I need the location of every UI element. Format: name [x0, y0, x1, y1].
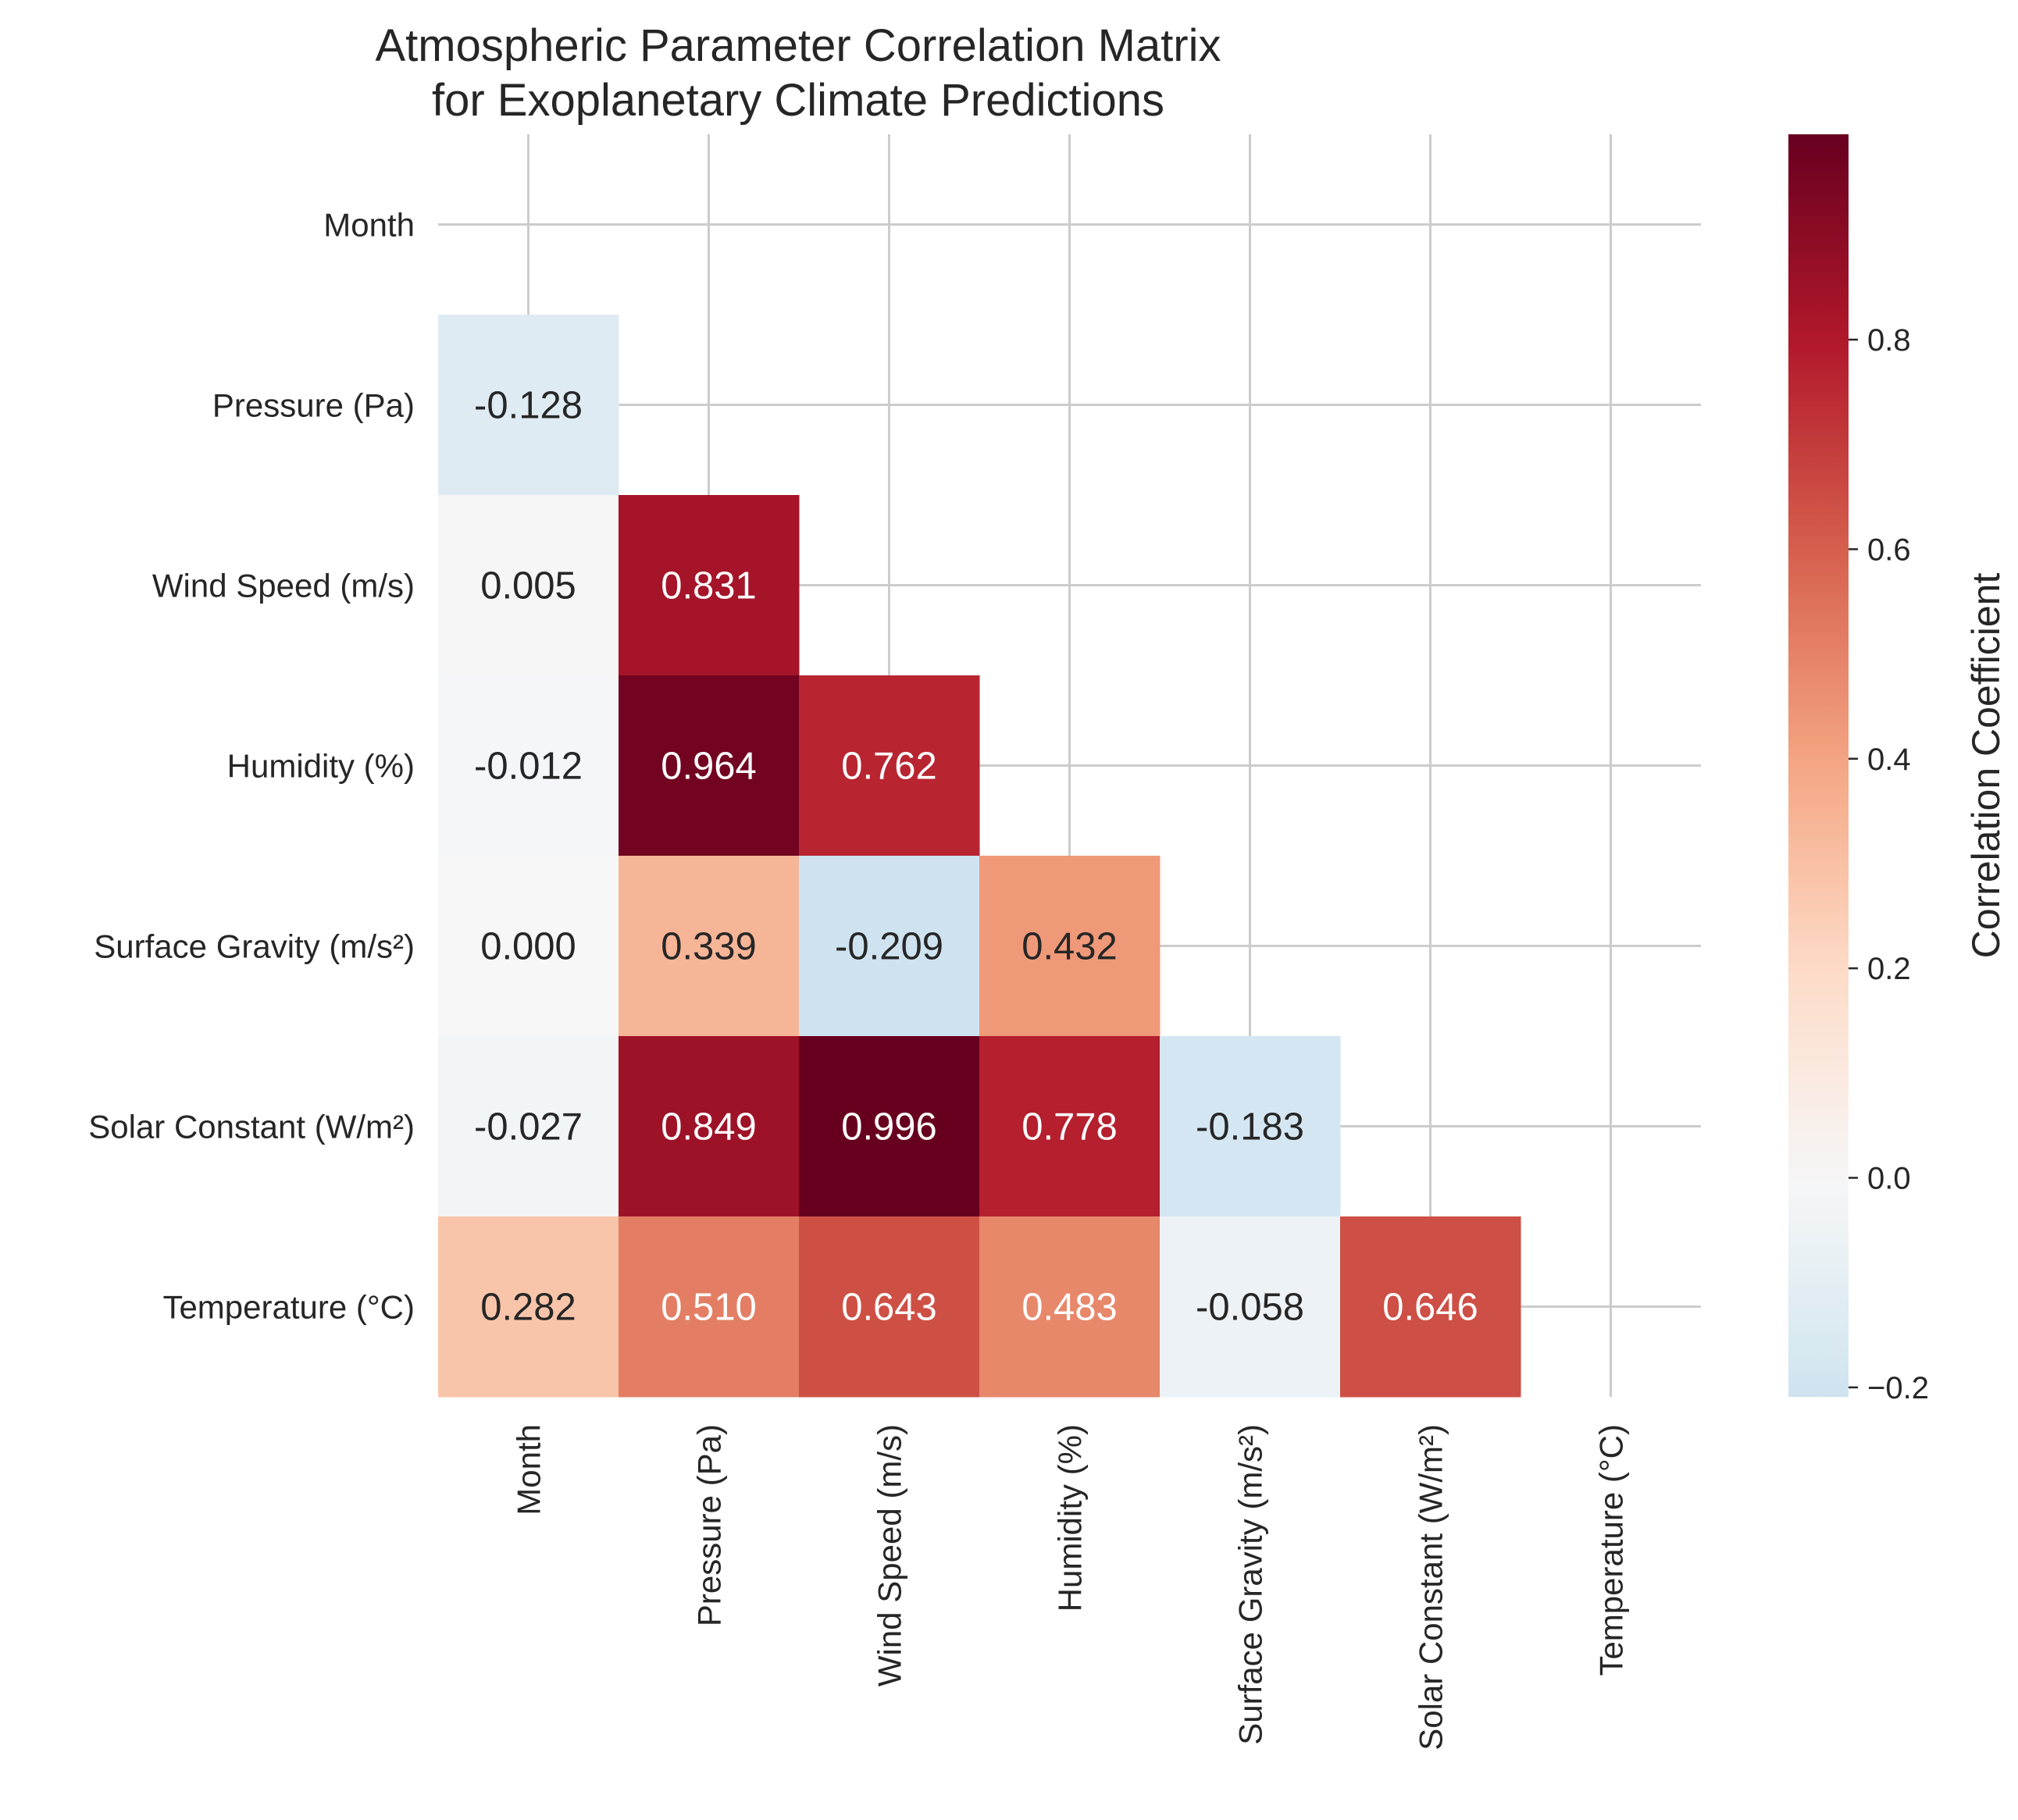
heatmap-cell	[438, 1036, 619, 1217]
cell-value-label: -0.128	[474, 385, 583, 427]
heatmap-cell	[1160, 1216, 1341, 1398]
heatmap-cell	[799, 856, 980, 1037]
cell-value-label: -0.183	[1196, 1106, 1304, 1149]
heatmap-cell	[438, 1216, 619, 1398]
x-tick-label: Month	[511, 1424, 547, 1515]
y-tick-label: Humidity (%)	[227, 748, 415, 785]
cell-value-label: 0.005	[480, 565, 576, 607]
cell-value-label: 0.646	[1382, 1287, 1478, 1329]
cell-value-label: -0.058	[1196, 1287, 1304, 1329]
cell-value-label: 0.432	[1021, 926, 1118, 968]
cell-value-label: -0.209	[835, 926, 943, 968]
heatmap-cell	[799, 1216, 980, 1398]
x-tick-label: Pressure (Pa)	[691, 1424, 728, 1626]
x-tick-label: Surface Gravity (m/s²)	[1232, 1424, 1269, 1745]
cell-value-label: 0.643	[841, 1287, 937, 1329]
cell-value-label: 0.000	[480, 926, 576, 968]
cell-value-label: 0.510	[661, 1287, 757, 1329]
colorbar-tick-label: 0.6	[1867, 532, 1911, 567]
colorbar-label: Correlation Coefficient	[1964, 573, 2008, 959]
cell-value-label: 0.831	[661, 565, 757, 607]
cell-value-label: -0.012	[474, 746, 583, 788]
heatmap-cell	[1160, 1036, 1341, 1217]
cell-value-label: -0.027	[474, 1106, 583, 1149]
heatmap-cell	[619, 1216, 800, 1398]
cell-value-label: 0.849	[661, 1106, 757, 1149]
heatmap-cell	[799, 675, 980, 857]
heatmap-cell	[979, 1216, 1161, 1398]
heatmap-cell	[619, 1036, 800, 1217]
colorbar-tick-label: 0.8	[1867, 323, 1911, 358]
x-tick-label: Wind Speed (m/s)	[872, 1424, 908, 1686]
cell-value-label: 0.996	[841, 1106, 937, 1149]
colorbar: −0.2 0.0 0.2 0.4 0.6 0.8 Correlation Coefficie…	[1788, 134, 2008, 1405]
x-tick-labels: Month Pressure (Pa) Wind Speed (m/s) Humidi…	[511, 1424, 1630, 1751]
cell-value-label: 0.964	[661, 746, 757, 788]
y-tick-label: Month	[323, 207, 415, 244]
chart-title-line-2: for Exoplanetary Climate Predictions	[432, 75, 1164, 126]
y-tick-label: Surface Gravity (m/s²)	[94, 928, 415, 965]
y-tick-label: Solar Constant (W/m²)	[88, 1109, 415, 1145]
y-tick-label: Wind Speed (m/s)	[152, 568, 415, 604]
cell-value-label: 0.778	[1021, 1106, 1118, 1149]
heatmap-cell	[438, 856, 619, 1037]
heatmap-cell	[619, 856, 800, 1037]
y-tick-labels: Month Pressure (Pa) Wind Speed (m/s) Humidi…	[88, 207, 415, 1326]
heatmap-cell	[438, 495, 619, 676]
heatmap-cell	[979, 856, 1161, 1037]
heatmap-cell	[438, 315, 619, 496]
heatmap-cell	[799, 1036, 980, 1217]
y-tick-label: Pressure (Pa)	[212, 387, 415, 424]
cell-value-label: 0.762	[841, 746, 937, 788]
colorbar-tick-label: 0.0	[1867, 1162, 1911, 1196]
chart-title-line-1: Atmospheric Parameter Correlation Matrix	[375, 20, 1221, 71]
heatmap-cell	[1340, 1216, 1521, 1398]
x-tick-label: Humidity (%)	[1052, 1424, 1089, 1612]
heatmap-cell	[438, 675, 619, 857]
colorbar-gradient	[1788, 134, 1849, 1397]
heatmap-cell	[979, 1036, 1161, 1217]
cell-value-label: 0.483	[1021, 1287, 1118, 1329]
heatmap-cell	[619, 495, 800, 676]
x-tick-label: Temperature (°C)	[1593, 1424, 1630, 1676]
cell-value-label: 0.282	[480, 1287, 576, 1329]
colorbar-tick-label: 0.4	[1867, 743, 1911, 777]
colorbar-tick-label: 0.2	[1867, 952, 1911, 986]
colorbar-tick-label: −0.2	[1867, 1371, 1929, 1405]
x-tick-label: Solar Constant (W/m²)	[1413, 1424, 1449, 1751]
cell-value-label: 0.339	[661, 926, 757, 968]
heatmap-cell	[619, 675, 800, 857]
y-tick-label: Temperature (°C)	[162, 1289, 415, 1326]
heatmap-cells: -0.128 0.005 0.831 -0.012 0.964 0.762 0.000 0.3…	[438, 315, 1521, 1398]
